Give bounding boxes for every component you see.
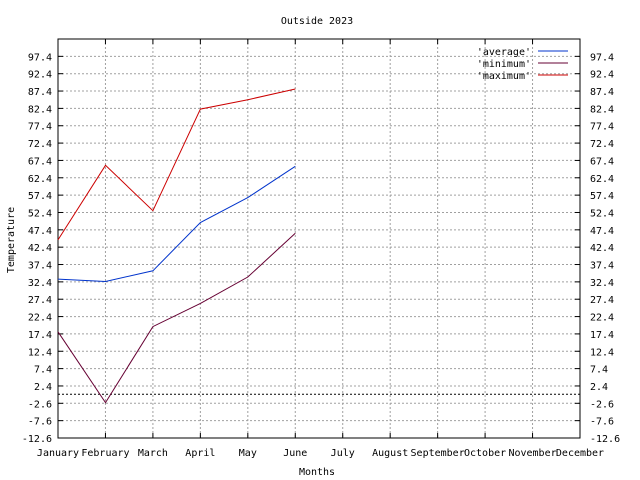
y-tick-label-right: 7.4 [590,365,608,376]
legend-label: 'average' [477,47,531,58]
y-tick-label-left: 47.4 [28,226,52,237]
y-tick-label-right: 87.4 [590,87,614,98]
y-tick-label-right: 62.4 [590,174,614,185]
y-tick-label-left: 37.4 [28,261,52,272]
y-tick-label-right: 57.4 [590,191,614,202]
y-tick-label-right: 77.4 [590,122,614,133]
y-tick-label-left: 87.4 [28,87,52,98]
x-axis-label: Months [299,467,335,478]
y-axis-label: Temperature [6,207,17,273]
y-axis-left: 97.4 92.4 87.4 82.4 77.4 72.4 67.4 62.4 57.4 52.4… [22,52,52,445]
y-axis-right: 97.4 92.4 87.4 82.4 77.4 72.4 67.4 62.4 57.4 52.4… [590,52,620,445]
x-tick-label: July [331,448,355,459]
y-tick-label-left: 67.4 [28,156,52,167]
y-tick-label-left: 7.4 [34,365,52,376]
y-tick-label-left: 72.4 [28,139,52,150]
y-tick-label-left: -2.6 [28,399,52,410]
y-tick-label-right: 32.4 [590,278,614,289]
legend: 'average''minimum''maximum' [477,47,568,82]
y-tick-label-left: 57.4 [28,191,52,202]
series [57,88,296,404]
y-tick-label-right: 52.4 [590,208,614,219]
y-tick-label-left: 27.4 [28,295,52,306]
y-tick-label-left: 82.4 [28,104,52,115]
y-tick-label-left: 77.4 [28,122,52,133]
x-tick-label: November [508,448,556,459]
series-line-average [57,165,296,283]
x-axis: January February March April May June July Augu… [37,448,604,459]
y-tick-label-right: 67.4 [590,156,614,167]
y-tick-label-right: 47.4 [590,226,614,237]
series-line-maximum [57,88,296,241]
x-tick-label: June [283,448,307,459]
y-tick-label-right: 2.4 [590,382,608,393]
grid [57,39,581,439]
chart-title: Outside 2023 [281,16,353,27]
x-tick-label: December [556,448,604,459]
y-tick-label-right: 12.4 [590,347,614,358]
y-tick-label-left: 42.4 [28,243,52,254]
y-tick-label-right: 92.4 [590,70,614,81]
y-tick-label-right: 22.4 [590,313,614,324]
y-tick-label-right: 37.4 [590,261,614,272]
y-tick-label-left: 17.4 [28,330,52,341]
y-tick-label-left: 97.4 [28,52,52,63]
y-tick-label-right: 27.4 [590,295,614,306]
series-line-minimum [57,232,296,404]
x-tick-label: February [81,448,129,459]
y-tick-label-right: -12.6 [590,434,620,445]
y-tick-label-left: 32.4 [28,278,52,289]
x-tick-label: October [464,448,506,459]
y-tick-label-right: 82.4 [590,104,614,115]
plot-border [57,38,581,439]
y-tick-label-left: -12.6 [22,434,52,445]
x-tick-label: August [372,448,408,459]
x-tick-label: January [37,448,79,459]
y-tick-label-right: 42.4 [590,243,614,254]
y-tick-label-left: 12.4 [28,347,52,358]
y-tick-label-left: 22.4 [28,313,52,324]
y-tick-label-left: 92.4 [28,70,52,81]
y-tick-label-right: -7.6 [590,417,614,428]
y-tick-label-right: -2.6 [590,399,614,410]
y-tick-label-right: 97.4 [590,52,614,63]
x-tick-label: May [239,448,257,459]
x-tick-label: September [411,448,465,459]
y-tick-label-left: -7.6 [28,417,52,428]
legend-label: 'minimum' [477,59,531,70]
y-tick-label-left: 2.4 [34,382,52,393]
y-tick-label-right: 17.4 [590,330,614,341]
x-tick-label: April [185,448,215,459]
y-tick-label-left: 52.4 [28,208,52,219]
y-tick-label-right: 72.4 [590,139,614,150]
x-tick-label: March [138,448,168,459]
legend-label: 'maximum' [477,71,531,82]
y-tick-label-left: 62.4 [28,174,52,185]
